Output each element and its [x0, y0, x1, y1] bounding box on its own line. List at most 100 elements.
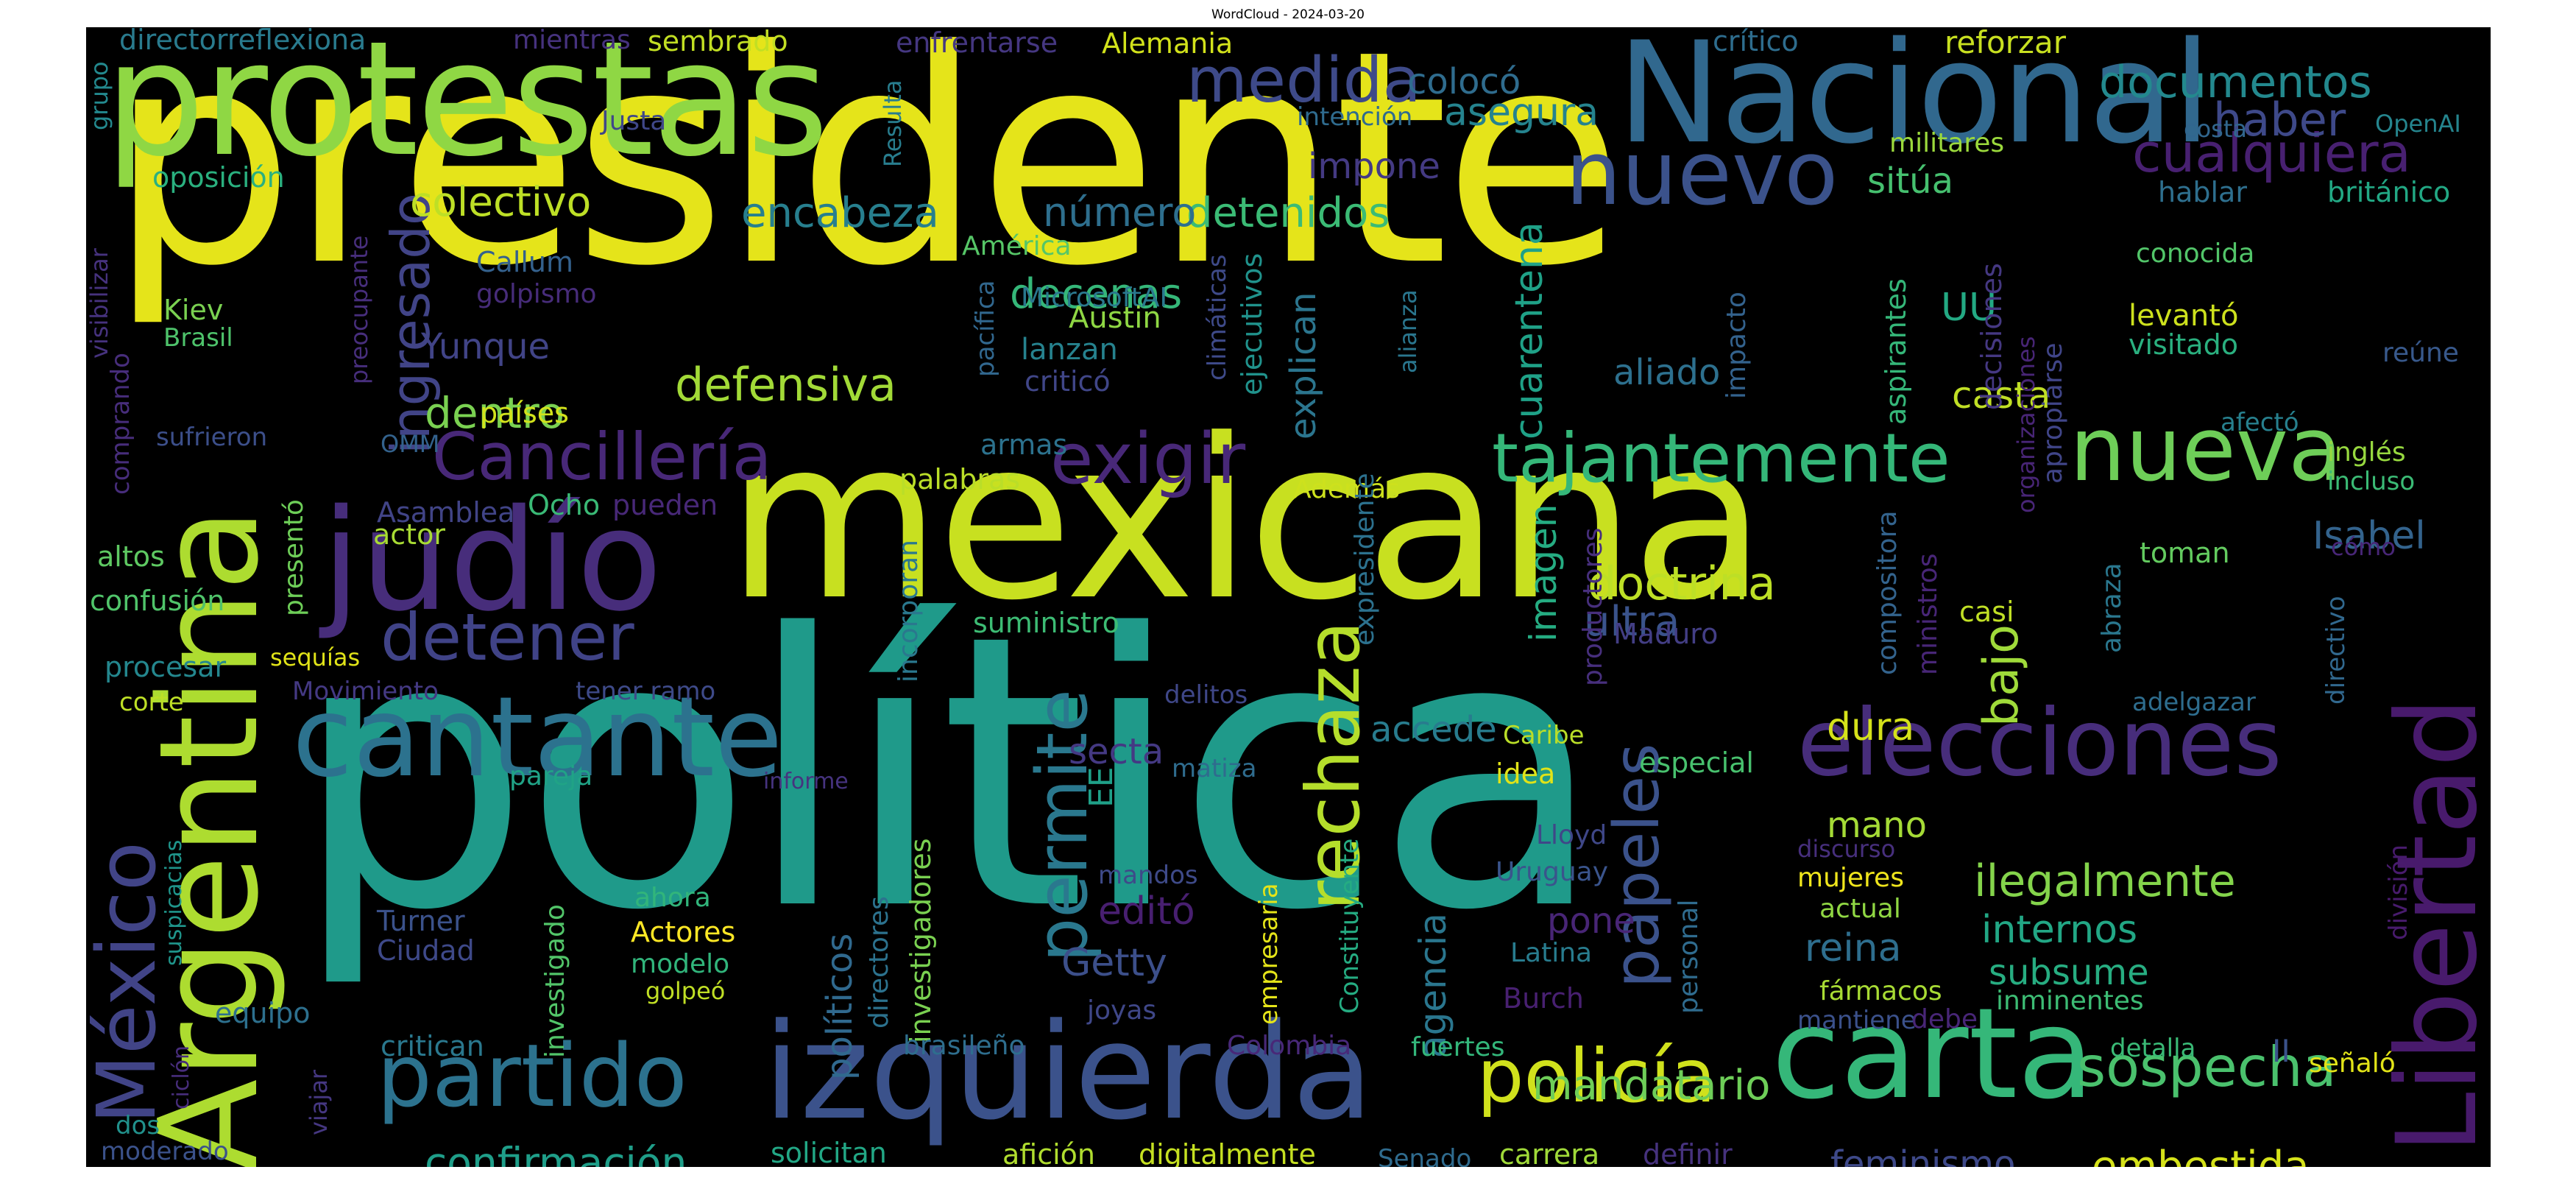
word-nuevo: nuevo	[1565, 123, 1839, 225]
word-resulta: Resulta	[879, 80, 907, 167]
word-levanto: levantó	[2129, 299, 2239, 333]
word-digitalmente: digitalmente	[1139, 1138, 1316, 1167]
word-nacional: Nacional	[1617, 27, 2212, 174]
word-casi: casi	[1959, 596, 2014, 628]
word-viajar: viajar	[305, 1069, 333, 1135]
word-visitado: visitado	[2129, 328, 2238, 361]
word-uu: UU	[1941, 286, 1998, 330]
word-pacifica: pacífica	[971, 280, 1000, 377]
word-confirmacion: confirmación	[425, 1139, 687, 1168]
word-elecciones: elecciones	[1797, 690, 2282, 797]
word-apropiarse: apropiarse	[2038, 342, 2068, 484]
word-mientras: mientras	[513, 27, 631, 55]
word-compositora: compositora	[1872, 510, 1903, 675]
word-incluso: incluso	[2327, 467, 2416, 496]
word-altos: altos	[97, 540, 165, 573]
word-exigir: exigir	[1050, 419, 1246, 500]
word-edito: editó	[1098, 889, 1195, 934]
word-carrera: carrera	[1499, 1138, 1600, 1167]
word-definir: definir	[1643, 1138, 1733, 1167]
word-mexico: México	[86, 841, 174, 1124]
word-sospecha: sospecha	[2077, 1034, 2337, 1099]
word-dos: dos	[116, 1111, 160, 1140]
word-getty: Getty	[1061, 941, 1167, 985]
word-critico-2: criticó	[1025, 365, 1111, 398]
word-ejecutivos: ejecutivos	[1236, 253, 1268, 395]
word-mandos: mandos	[1098, 861, 1198, 890]
word-hablar: hablar	[2158, 176, 2247, 208]
word-explican: explican	[1283, 292, 1324, 440]
word-maduro: Maduro	[1613, 618, 1719, 650]
word-subsume: subsume	[1989, 952, 2149, 993]
word-ministros: ministros	[1913, 553, 1943, 675]
word-partido: partido	[377, 1025, 687, 1126]
word-empresaria: empresaria	[1254, 883, 1284, 1025]
word-colectivo: colectivo	[410, 178, 592, 225]
word-palabras: palabras	[899, 463, 1021, 495]
word-grupo: grupo	[86, 61, 113, 130]
word-toman: toman	[2140, 537, 2230, 569]
word-solicitan: solicitan	[771, 1137, 887, 1167]
word-constituyente: Constituyente	[1335, 838, 1365, 1014]
word-idea: idea	[1496, 758, 1556, 790]
word-america: América	[962, 231, 1072, 261]
word-cantante: cantante	[292, 674, 783, 802]
word-como: cómo	[2331, 533, 2396, 561]
word-cualquiera: cualquiera	[2132, 122, 2411, 184]
word-dura: dura	[1827, 705, 1915, 750]
word-ciudad: Ciudad	[377, 934, 475, 967]
word-haber: haber	[2213, 93, 2346, 147]
word-lanzan: lanzan	[1021, 333, 1118, 367]
word-ilegalmente: ilegalmente	[1974, 856, 2236, 907]
word-reforzar: reforzar	[1945, 27, 2066, 60]
word-alemania: Alemania	[1102, 27, 1234, 60]
word-division: división	[2384, 844, 2413, 940]
word-carta: carta	[1772, 981, 2095, 1127]
word-detenidos: detenidos	[1186, 189, 1390, 237]
word-actor: actor	[373, 518, 445, 551]
word-reina: reina	[1805, 926, 1902, 970]
word-actores: Actores	[631, 916, 736, 948]
word-especial: especial	[1639, 747, 1754, 779]
word-climaticas: climáticas	[1203, 254, 1232, 381]
word-decisiones: decisiones	[1975, 263, 2008, 410]
word-costa: costa	[2184, 115, 2247, 143]
word-golpismo: golpismo	[476, 279, 597, 309]
word-suministro: suministro	[973, 607, 1119, 639]
word-farmacos: fármacos	[1819, 976, 1942, 1006]
figure-title: WordCloud - 2024-03-20	[1211, 7, 1365, 22]
word-suspicacias: suspicacias	[161, 839, 187, 966]
word-mandatario: mandatario	[1532, 1062, 1771, 1110]
word-latina: Latina	[1510, 938, 1593, 968]
word-internos: internos	[1981, 908, 2138, 952]
word-senalo: señaló	[2309, 1048, 2396, 1079]
word-critico: crítico	[1713, 27, 1799, 57]
word-colombia: Colombia	[1227, 1031, 1352, 1061]
word-medida: medida	[1186, 44, 1421, 117]
word-organizaciones: organizaciones	[2012, 336, 2040, 513]
word-feminismo: feminismo	[1830, 1143, 2016, 1167]
word-sequias: sequías	[270, 643, 361, 671]
word-turner: Turner	[377, 905, 465, 937]
word-defensiva: defensiva	[675, 358, 896, 412]
word-brasil: Brasil	[163, 323, 233, 353]
word-joyas: joyas	[1087, 995, 1157, 1026]
word-preocupante: preocupante	[345, 235, 373, 384]
word-corte: corte	[119, 688, 184, 717]
word-debe: debe	[1911, 1004, 1978, 1034]
word-movimiento: Movimiento	[292, 677, 439, 706]
word-abraza: abraza	[2097, 562, 2127, 653]
word-mantiene: mantiene	[1797, 1006, 1917, 1035]
word-actual: actual	[1819, 894, 1901, 924]
word-asegura: asegura	[1444, 91, 1599, 135]
word-policia: policía	[1477, 1033, 1716, 1119]
word-mujeres: mujeres	[1797, 863, 1904, 893]
word-caribe: Caribe	[1503, 721, 1585, 750]
word-ingles: inglés	[2327, 437, 2406, 468]
word-imagen: imagen	[1522, 504, 1565, 642]
word-izquierda: izquierda	[763, 995, 1373, 1149]
word-impone: impone	[1308, 146, 1440, 187]
word-armas: armas	[980, 428, 1068, 461]
word-papeles: papeles	[1601, 743, 1674, 989]
word-brasileno: brasileño	[903, 1031, 1025, 1061]
